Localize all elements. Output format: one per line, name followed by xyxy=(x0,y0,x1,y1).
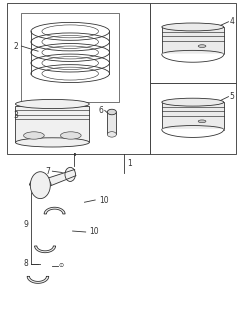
Text: ⊙: ⊙ xyxy=(59,263,64,268)
Text: 6: 6 xyxy=(99,106,104,115)
Ellipse shape xyxy=(162,50,224,58)
Polygon shape xyxy=(44,207,65,214)
Text: 10: 10 xyxy=(99,196,108,204)
Bar xyxy=(162,102,224,130)
Ellipse shape xyxy=(162,98,224,106)
Polygon shape xyxy=(27,276,49,283)
Bar xyxy=(107,112,116,134)
Text: 7: 7 xyxy=(45,167,50,176)
Bar xyxy=(15,106,89,142)
Ellipse shape xyxy=(162,23,224,31)
Polygon shape xyxy=(30,178,51,185)
Ellipse shape xyxy=(24,132,44,139)
Text: 9: 9 xyxy=(23,220,28,229)
Text: 8: 8 xyxy=(23,260,28,268)
Circle shape xyxy=(30,172,50,199)
Ellipse shape xyxy=(15,100,89,108)
Polygon shape xyxy=(35,246,56,253)
Ellipse shape xyxy=(60,132,81,139)
Ellipse shape xyxy=(198,45,206,47)
Polygon shape xyxy=(162,54,224,62)
Bar xyxy=(7,3,150,154)
Circle shape xyxy=(65,167,75,181)
Polygon shape xyxy=(31,170,76,193)
Ellipse shape xyxy=(198,120,206,123)
Text: 3: 3 xyxy=(13,111,18,120)
Text: 5: 5 xyxy=(230,92,234,101)
Text: 2: 2 xyxy=(13,42,18,51)
Ellipse shape xyxy=(107,109,116,115)
Bar xyxy=(150,3,236,83)
Text: 1: 1 xyxy=(127,159,132,168)
Ellipse shape xyxy=(107,132,116,137)
Ellipse shape xyxy=(162,125,224,133)
Text: 10: 10 xyxy=(89,228,99,236)
Bar xyxy=(150,83,236,154)
Bar xyxy=(21,13,119,102)
Bar xyxy=(162,27,224,54)
Ellipse shape xyxy=(15,138,89,147)
Polygon shape xyxy=(162,130,224,137)
Text: 4: 4 xyxy=(230,17,234,26)
